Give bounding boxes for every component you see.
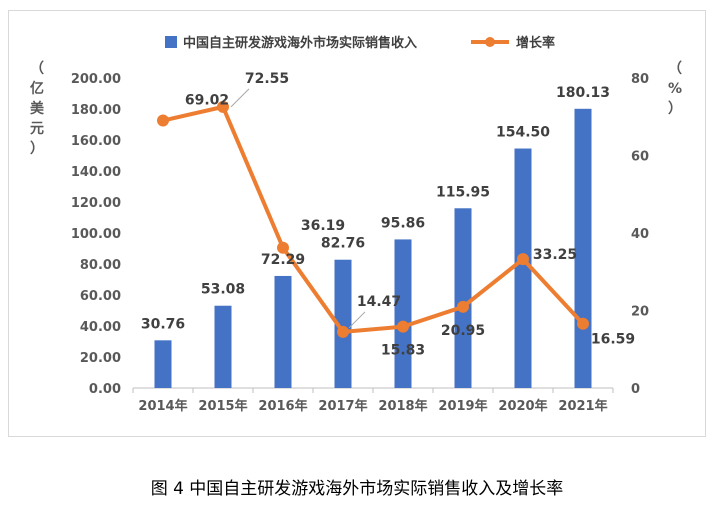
bar — [154, 340, 172, 388]
bar — [454, 208, 472, 388]
y-left-tick-label: 80.00 — [80, 258, 121, 273]
axes-layer: 2014年 2015年 2016年 2017年 2018年 2019年 2020年 2021年… — [30, 61, 682, 414]
growth-point — [217, 100, 229, 113]
bar — [514, 148, 532, 388]
y-left-tick-label: 160.00 — [71, 134, 121, 149]
bar-data-label: 95.86 — [381, 215, 425, 231]
bars-layer — [154, 108, 592, 389]
bar-data-label: 180.13 — [556, 85, 610, 101]
y-left-unit-char: ） — [30, 141, 44, 157]
bar-data-label: 30.76 — [141, 316, 185, 332]
y-left-unit-char: 亿 — [30, 80, 44, 97]
y-left-tick-label: 140.00 — [71, 165, 121, 180]
y-left-unit-char: （ — [30, 61, 44, 77]
x-tick-label: 2019年 — [438, 398, 487, 414]
x-tick-label: 2015年 — [198, 398, 247, 414]
line-data-label: 15.83 — [381, 343, 425, 359]
line-data-label: 14.47 — [357, 294, 401, 310]
y-left-tick-label: 40.00 — [80, 320, 121, 335]
line-data-label: 72.55 — [245, 71, 289, 87]
growth-line — [162, 104, 585, 334]
y-left-tick-label: 180.00 — [71, 103, 121, 118]
x-tick-label: 2021年 — [558, 398, 607, 414]
growth-point — [157, 114, 169, 127]
legend-label-growth: 增长率 — [516, 35, 555, 51]
line-data-label: 33.25 — [533, 247, 577, 263]
chart-frame: 2014年 2015年 2016年 2017年 2018年 2019年 2020年 2021年… — [8, 10, 706, 437]
bar-data-label: 115.95 — [436, 184, 490, 200]
y-right-tick-label: 80 — [631, 72, 649, 87]
bar — [214, 305, 232, 388]
line-layer — [157, 100, 589, 338]
growth-point — [517, 253, 529, 266]
x-tick-label: 2018年 — [378, 398, 427, 414]
growth-point — [577, 317, 589, 330]
line-data-label: 16.59 — [591, 332, 635, 348]
bar-data-label: 154.50 — [496, 125, 550, 141]
line-data-label: 36.19 — [301, 218, 345, 234]
legend-label-revenue: 中国自主研发游戏海外市场实际销售收入 — [183, 35, 417, 51]
y-left-tick-label: 0.00 — [89, 382, 121, 397]
y-left-tick-label: 120.00 — [71, 196, 121, 211]
bar — [274, 275, 292, 388]
bar — [334, 259, 352, 388]
growth-point — [337, 325, 349, 338]
y-left-tick-label: 200.00 — [71, 72, 121, 87]
bar-data-label: 72.29 — [261, 252, 305, 268]
x-tick-label: 2014年 — [138, 398, 187, 414]
leader-line — [348, 311, 366, 329]
growth-point — [277, 241, 289, 254]
y-right-unit-char: （ — [668, 61, 682, 77]
chart-caption: 图 4 中国自主研发游戏海外市场实际销售收入及增长率 — [150, 479, 564, 499]
bar — [394, 239, 412, 388]
data-labels-layer: 30.76 53.08 72.29 82.76 95.86 115.95 154.50 180… — [141, 71, 635, 359]
legend-swatch-marker — [485, 37, 495, 47]
growth-point — [397, 320, 409, 333]
y-left-unit-char: 美 — [30, 100, 45, 117]
chart-svg: 2014年 2015年 2016年 2017年 2018年 2019年 2020年 2021年… — [30, 35, 682, 414]
legend-swatch-bar — [165, 36, 177, 48]
y-right-unit-char: ） — [668, 101, 682, 117]
y-right-tick-label: 20 — [631, 305, 649, 320]
y-left-tick-label: 100.00 — [71, 227, 121, 242]
line-data-label: 69.02 — [185, 93, 229, 109]
x-tick-label: 2017年 — [318, 398, 367, 414]
y-left-tick-label: 20.00 — [80, 351, 121, 366]
y-right-unit-char: % — [668, 81, 682, 97]
bar-data-label: 53.08 — [201, 282, 245, 298]
growth-point — [457, 300, 469, 313]
x-tick-label: 2020年 — [498, 398, 547, 414]
line-data-label: 20.95 — [441, 323, 485, 339]
y-right-tick-label: 60 — [631, 150, 649, 165]
y-right-tick-label: 40 — [631, 227, 649, 242]
y-left-tick-label: 60.00 — [80, 289, 121, 304]
legend: 中国自主研发游戏海外市场实际销售收入 增长率 — [165, 35, 555, 51]
x-tick-label: 2016年 — [258, 398, 307, 414]
bar-data-label: 82.76 — [321, 236, 365, 252]
leader-line — [230, 88, 250, 108]
y-right-tick-label: 0 — [631, 382, 640, 397]
y-left-unit-char: 元 — [30, 121, 44, 137]
